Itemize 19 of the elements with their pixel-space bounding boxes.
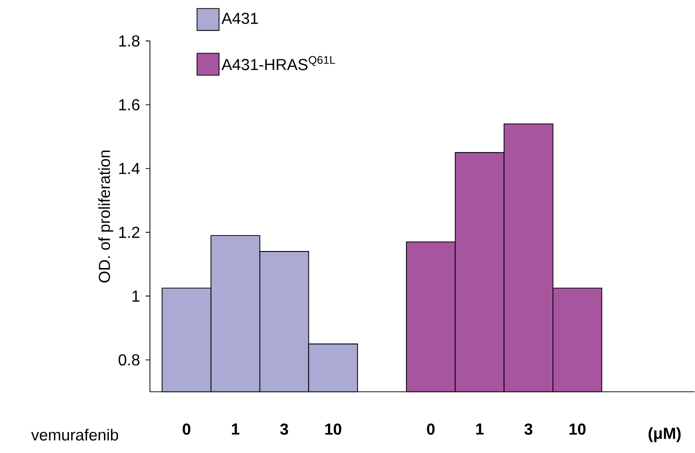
x-tick-label: 0 (182, 424, 190, 435)
x-tick-label: 1 (232, 424, 240, 435)
y-axis-title: OD. of proliferation (98, 150, 114, 283)
y-tick-label: 1.6 (119, 99, 140, 111)
text: vemurafenib (31, 429, 118, 441)
y-tick-label: 1.8 (119, 35, 140, 47)
text: (μM) (648, 427, 681, 442)
legend-label: A431 (221, 12, 258, 24)
x-tick-label: 1 (476, 424, 484, 435)
legend-label: A431-HRAS$^{Q61L}$ (221, 56, 336, 70)
x-tick-label: 0 (427, 424, 435, 435)
y-tick-label: 1.4 (119, 163, 140, 174)
y-tick-label: 0.8 (118, 354, 140, 366)
x-tick-label: 10 (569, 424, 586, 435)
x-tick-label: 3 (280, 424, 288, 435)
y-tick-label: 1.2 (119, 226, 140, 238)
x-tick-label: 10 (325, 424, 342, 435)
y-tick-label: 1 (132, 290, 140, 302)
x-tick-label: 3 (524, 424, 532, 435)
